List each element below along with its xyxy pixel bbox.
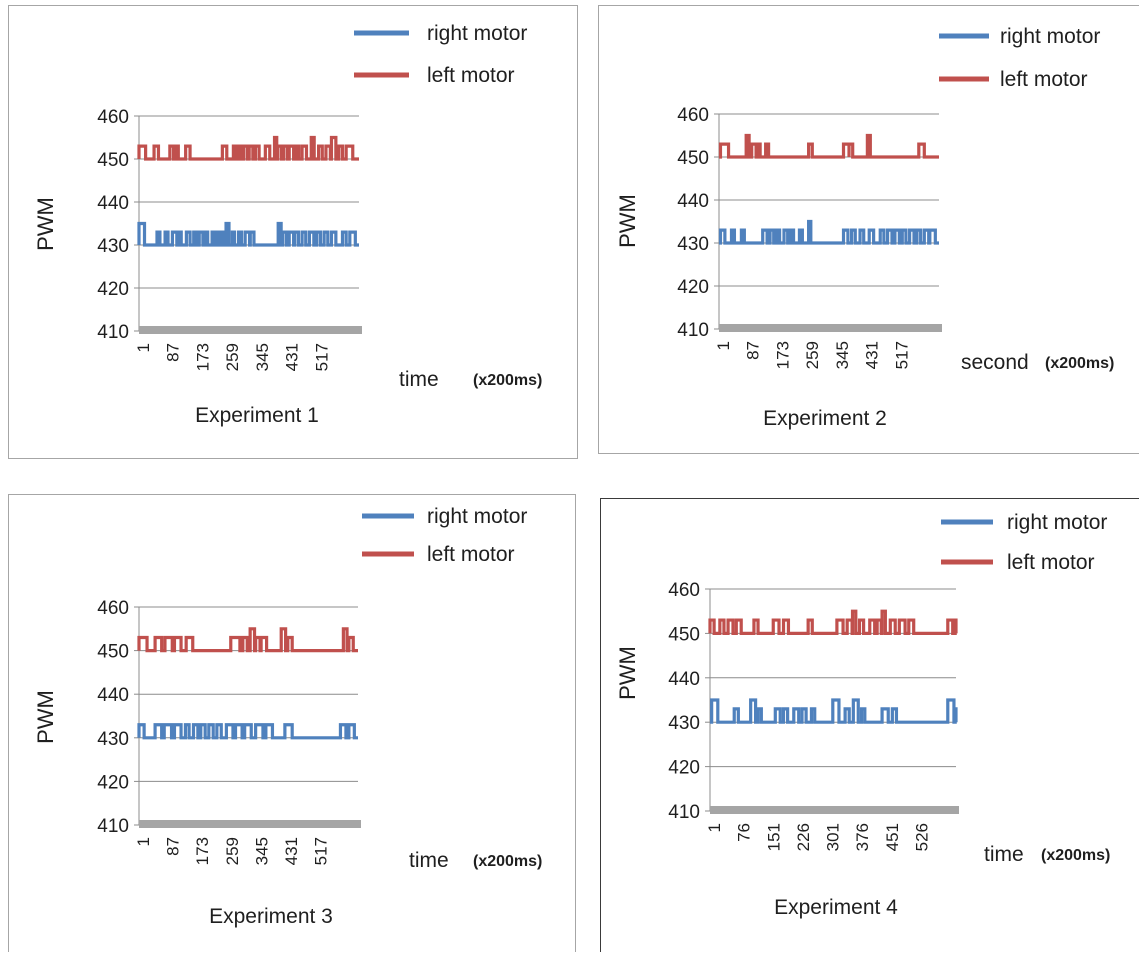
series-line-left-motor <box>718 133 939 159</box>
y-tick-label: 450 <box>677 148 709 169</box>
x-tick-label: 151 <box>764 823 783 851</box>
x-tick-label: 345 <box>252 837 271 865</box>
chart-panel-experiment-3: 410 420 430 440 450 460 1 87 173 259 345 431 517 righ… <box>8 494 576 952</box>
y-tick-label: 420 <box>677 277 709 298</box>
x-tick-label: 87 <box>744 341 763 360</box>
x-tick-label: 301 <box>824 823 843 851</box>
x-axis-unit: (x200ms) <box>1041 847 1110 864</box>
x-axis-bar <box>139 326 362 334</box>
chart-panel-experiment-2: 410 420 430 440 450 460 1 87 173 259 345 431 517 righ… <box>598 5 1139 454</box>
x-tick-label: 87 <box>164 837 183 856</box>
y-axis-title: PWM <box>615 194 640 248</box>
legend-label: right motor <box>1007 511 1107 534</box>
x-tick-label: 517 <box>312 837 331 865</box>
x-tick-label: 1 <box>134 343 153 352</box>
x-tick-label: 517 <box>312 343 331 371</box>
x-axis-title: time <box>399 368 439 391</box>
x-axis-bar <box>719 324 942 332</box>
y-tick-label: 430 <box>668 713 700 734</box>
series-line-left-motor <box>137 627 358 653</box>
y-tick-label: 450 <box>97 150 129 171</box>
chart-panel-experiment-4: 410 420 430 440 450 460 1 76 151 226 301 376 451 526 r… <box>600 498 1139 952</box>
x-axis-bar <box>139 820 361 828</box>
x-tick-label: 259 <box>803 341 822 369</box>
chart-title: Experiment 2 <box>763 407 887 430</box>
x-tick-label: 431 <box>283 343 302 371</box>
y-tick-label: 430 <box>677 234 709 255</box>
y-tick-label: 410 <box>97 816 129 837</box>
y-tick-label: 460 <box>668 580 700 601</box>
chart-svg: 410 420 430 440 450 460 1 87 173 259 345 431 517 righ… <box>33 505 542 928</box>
x-tick-label: 76 <box>735 823 754 842</box>
x-axis-title: second <box>961 351 1029 374</box>
x-tick-label: 259 <box>223 837 242 865</box>
chart-svg: 410 420 430 440 450 460 1 76 151 226 301 376 451 526 r… <box>615 511 1110 919</box>
chart-panel-experiment-1: 410 420 430 440 450 460 1 87 173 259 345 431 517 righ… <box>8 5 578 459</box>
y-axis-title: PWM <box>33 690 58 744</box>
y-tick-label: 440 <box>668 669 700 690</box>
y-tick-label: 410 <box>677 320 709 341</box>
series-line-right-motor <box>137 221 359 247</box>
y-tick-label: 450 <box>668 624 700 645</box>
x-tick-label: 173 <box>193 837 212 865</box>
y-tick-label: 450 <box>97 642 129 663</box>
x-tick-label: 259 <box>223 343 242 371</box>
series-line-right-motor <box>718 219 939 245</box>
x-axis-unit: (x200ms) <box>473 853 542 870</box>
x-tick-label: 345 <box>833 341 852 369</box>
y-tick-label: 420 <box>97 772 129 793</box>
y-tick-label: 460 <box>97 107 129 128</box>
x-tick-label: 517 <box>892 341 911 369</box>
x-tick-label: 526 <box>912 823 931 851</box>
y-tick-label: 460 <box>97 598 129 619</box>
legend-label: right motor <box>427 505 527 528</box>
y-tick-label: 460 <box>677 105 709 126</box>
x-tick-label: 1 <box>705 823 724 832</box>
x-tick-label: 431 <box>282 837 301 865</box>
chart-title: Experiment 4 <box>774 896 898 919</box>
x-tick-label: 173 <box>773 341 792 369</box>
x-axis-unit: (x200ms) <box>1045 355 1114 372</box>
y-tick-label: 420 <box>97 279 129 300</box>
series-line-left-motor <box>137 135 359 161</box>
x-axis-title: time <box>409 849 449 872</box>
y-tick-label: 440 <box>677 191 709 212</box>
legend-label: right motor <box>427 22 527 45</box>
chart-svg: 410 420 430 440 450 460 1 87 173 259 345 431 517 righ… <box>33 22 542 427</box>
legend-label: left motor <box>427 543 515 566</box>
y-tick-label: 420 <box>668 758 700 779</box>
y-tick-label: 440 <box>97 685 129 706</box>
x-tick-label: 431 <box>863 341 882 369</box>
x-axis-title: time <box>984 843 1024 866</box>
x-axis-bar <box>710 806 959 814</box>
y-tick-label: 430 <box>97 236 129 257</box>
series-line-right-motor <box>137 723 358 740</box>
y-tick-label: 430 <box>97 729 129 750</box>
legend-label: right motor <box>1000 25 1100 48</box>
y-tick-label: 410 <box>97 322 129 343</box>
x-tick-label: 451 <box>883 823 902 851</box>
chart-svg: 410 420 430 440 450 460 1 87 173 259 345 431 517 righ… <box>615 25 1114 430</box>
x-tick-label: 1 <box>714 341 733 350</box>
chart-title: Experiment 3 <box>209 905 333 928</box>
x-tick-label: 226 <box>794 823 813 851</box>
x-tick-label: 173 <box>193 343 212 371</box>
y-axis-title: PWM <box>615 646 640 700</box>
legend-label: left motor <box>1007 551 1095 574</box>
chart-title: Experiment 1 <box>195 404 319 427</box>
x-tick-label: 345 <box>253 343 272 371</box>
legend-label: left motor <box>427 64 515 87</box>
series-line-right-motor <box>710 698 958 724</box>
series-line-left-motor <box>708 609 958 635</box>
y-tick-label: 410 <box>668 802 700 823</box>
y-tick-label: 440 <box>97 193 129 214</box>
x-tick-label: 87 <box>164 343 183 362</box>
x-tick-label: 1 <box>134 837 153 846</box>
x-tick-label: 376 <box>853 823 872 851</box>
y-axis-title: PWM <box>33 197 58 251</box>
legend-label: left motor <box>1000 68 1088 91</box>
x-axis-unit: (x200ms) <box>473 372 542 389</box>
